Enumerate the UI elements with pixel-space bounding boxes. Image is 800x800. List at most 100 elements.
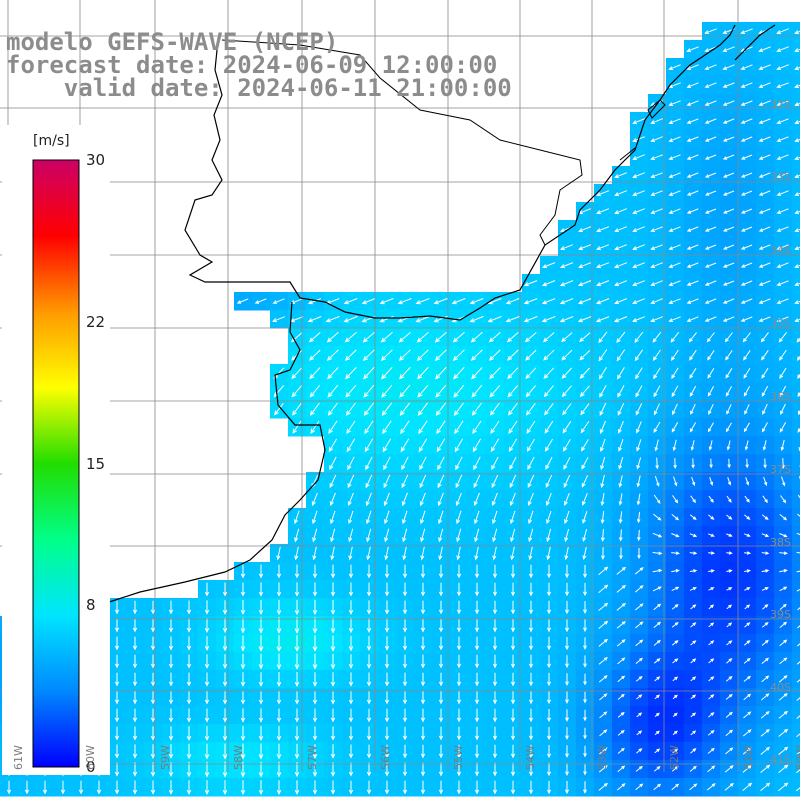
wind-arrow bbox=[509, 474, 517, 489]
colorbar-tick-label: 15 bbox=[86, 454, 106, 473]
wind-arrow bbox=[671, 640, 679, 646]
wind-arrow bbox=[744, 587, 751, 591]
wind-arrow bbox=[634, 603, 644, 611]
wind-arrow bbox=[420, 582, 426, 597]
wind-arrow bbox=[668, 154, 681, 160]
wind-arrow bbox=[689, 533, 698, 537]
wind-arrow bbox=[690, 694, 697, 700]
wind-arrow bbox=[507, 402, 518, 416]
wind-arrow bbox=[186, 636, 192, 651]
wind-arrow bbox=[132, 672, 138, 687]
wind-arrow bbox=[525, 367, 537, 380]
wind-arrow bbox=[346, 438, 356, 453]
lagoon-outline bbox=[619, 99, 666, 161]
wind-arrow bbox=[650, 280, 663, 286]
wind-arrow bbox=[704, 28, 717, 34]
wind-arrow bbox=[655, 457, 659, 470]
wind-arrow bbox=[762, 604, 769, 610]
wind-arrow bbox=[168, 600, 174, 615]
wind-arrow bbox=[204, 654, 210, 669]
wind-arrow bbox=[326, 349, 339, 361]
wind-arrow bbox=[294, 635, 300, 653]
wind-arrow bbox=[330, 744, 336, 759]
wind-arrow bbox=[474, 654, 480, 669]
wind-arrow bbox=[344, 331, 357, 343]
wind-arrow bbox=[616, 566, 627, 575]
wind-arrow bbox=[384, 618, 390, 633]
wind-arrow bbox=[384, 744, 390, 759]
wind-arrow bbox=[453, 402, 464, 417]
wind-arrow bbox=[42, 780, 48, 795]
wind-arrow bbox=[704, 64, 717, 70]
wind-speed-cell bbox=[792, 112, 800, 131]
wind-arrow bbox=[366, 618, 372, 633]
wind-arrow bbox=[726, 495, 732, 503]
wind-arrow bbox=[505, 316, 520, 323]
wind-arrow bbox=[546, 762, 552, 777]
wind-arrow bbox=[420, 726, 426, 741]
wind-arrow bbox=[489, 402, 500, 416]
wind-arrow bbox=[438, 744, 444, 759]
wind-arrow bbox=[650, 244, 663, 250]
wind-arrow bbox=[722, 316, 735, 322]
wind-arrow bbox=[330, 762, 336, 777]
wind-arrow bbox=[474, 726, 480, 741]
wind-arrow bbox=[399, 402, 410, 417]
wind-arrow bbox=[727, 458, 731, 469]
wind-arrow bbox=[780, 495, 787, 504]
wind-arrow bbox=[744, 533, 751, 537]
wind-arrow bbox=[452, 349, 465, 361]
wind-arrow bbox=[420, 744, 426, 759]
wind-arrow bbox=[689, 422, 697, 433]
wind-arrow bbox=[776, 298, 789, 304]
wind-arrow bbox=[740, 64, 753, 70]
wind-arrow bbox=[654, 748, 661, 754]
wind-arrow bbox=[761, 657, 770, 664]
wind-arrow bbox=[222, 582, 228, 597]
wind-arrow bbox=[672, 712, 678, 717]
wind-arrow bbox=[382, 420, 392, 435]
wind-arrow bbox=[706, 783, 716, 791]
wind-arrow bbox=[384, 636, 390, 651]
wind-arrow bbox=[510, 510, 516, 525]
wind-arrow bbox=[582, 583, 588, 597]
wind-arrow bbox=[632, 316, 646, 323]
wind-arrow bbox=[618, 457, 624, 470]
wind-arrow bbox=[204, 726, 210, 742]
wind-arrow bbox=[312, 635, 318, 652]
latitude-label: 41S bbox=[770, 753, 791, 766]
wind-arrow bbox=[794, 102, 800, 106]
wind-arrow bbox=[402, 708, 408, 723]
wind-arrow bbox=[778, 782, 789, 792]
wind-arrow bbox=[348, 672, 354, 687]
wind-arrow bbox=[781, 458, 785, 470]
wind-arrow bbox=[616, 349, 626, 362]
wind-arrow bbox=[743, 350, 751, 361]
wind-arrow bbox=[474, 510, 480, 525]
wind-arrow bbox=[598, 566, 609, 576]
wind-arrow bbox=[761, 587, 769, 591]
wind-arrow bbox=[564, 582, 570, 597]
wind-arrow bbox=[456, 528, 462, 543]
wind-arrow bbox=[345, 367, 357, 380]
wind-arrow bbox=[402, 762, 408, 777]
wind-arrow bbox=[763, 458, 767, 469]
wind-arrow bbox=[708, 514, 715, 520]
wind-arrow bbox=[726, 533, 733, 537]
wind-speed-cell bbox=[792, 454, 800, 473]
wind-arrow bbox=[402, 564, 408, 579]
wind-arrow bbox=[740, 190, 753, 196]
wind-arrow bbox=[506, 332, 519, 343]
wind-arrow bbox=[762, 440, 767, 451]
wind-arrow bbox=[510, 618, 516, 633]
wind-arrow bbox=[794, 210, 800, 214]
wind-arrow bbox=[565, 727, 569, 740]
wind-arrow bbox=[614, 244, 627, 251]
wind-arrow bbox=[492, 582, 498, 597]
wind-arrow bbox=[776, 100, 789, 106]
wind-arrow bbox=[758, 244, 771, 250]
wind-arrow bbox=[78, 780, 84, 795]
wind-arrow bbox=[258, 653, 264, 670]
wind-arrow bbox=[168, 762, 174, 778]
wind-arrow bbox=[330, 653, 336, 670]
